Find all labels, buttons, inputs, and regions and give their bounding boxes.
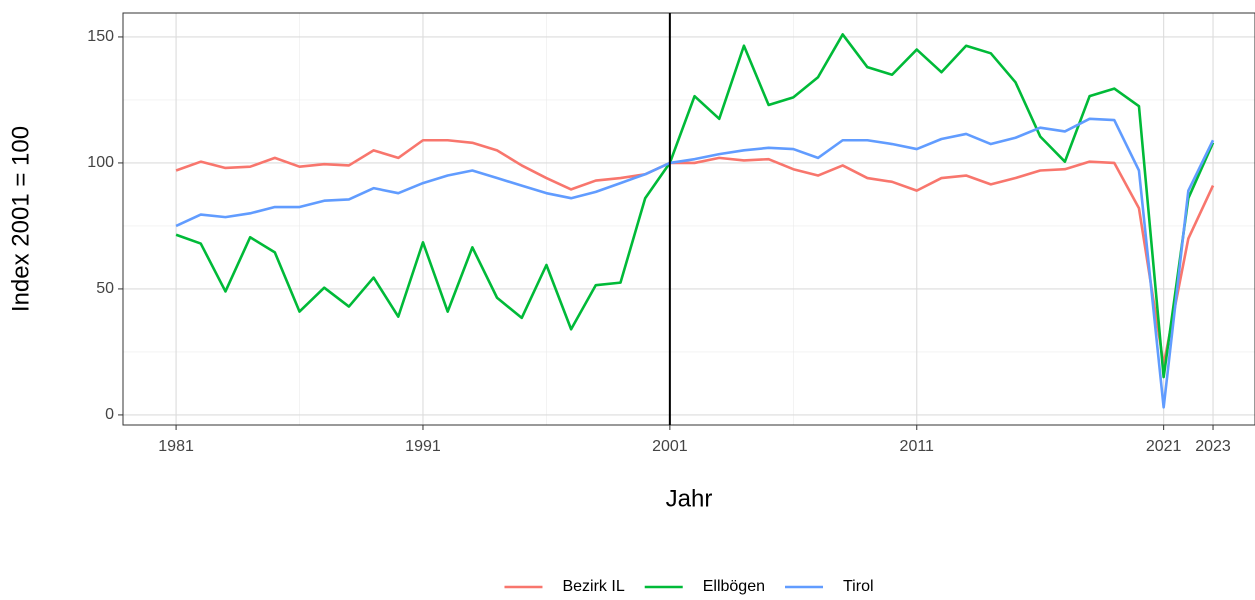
legend-label: Ellbögen (703, 578, 765, 595)
y-axis-title: Index 2001 = 100 (7, 126, 34, 312)
panel-border (122, 12, 1255, 426)
series-line (175, 138, 1215, 366)
y-tick-label: 150 (87, 28, 114, 45)
series-line (175, 117, 1215, 409)
series-line (175, 33, 1215, 379)
x-axis-title: Jahr (666, 485, 713, 512)
x-tick-label: 2023 (1195, 438, 1231, 455)
x-tick-label: 1981 (158, 438, 194, 455)
y-tick-label: 50 (96, 280, 114, 297)
y-tick-label: 0 (105, 406, 114, 423)
x-tick-label: 2001 (652, 438, 688, 455)
x-tick-label: 1991 (405, 438, 441, 455)
y-tick-label: 100 (87, 154, 114, 171)
legend-label: Bezirk IL (562, 578, 624, 595)
legend-label: Tirol (843, 578, 874, 595)
x-tick-label: 2021 (1146, 438, 1182, 455)
x-tick-label: 2011 (900, 438, 935, 455)
